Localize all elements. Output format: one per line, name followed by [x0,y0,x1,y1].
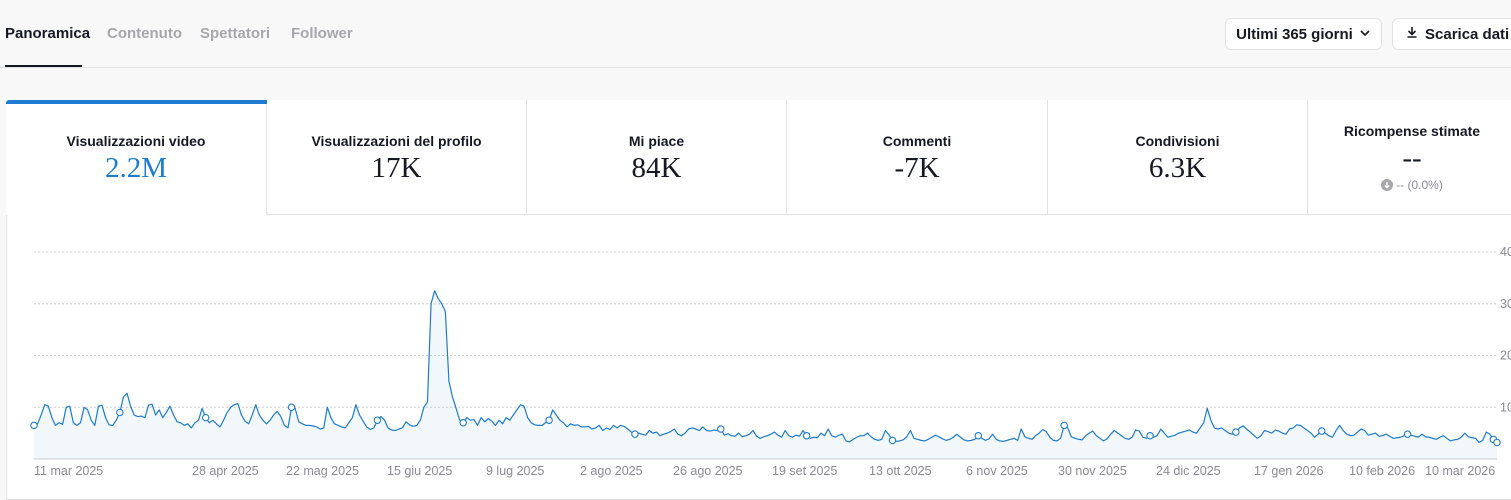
data-point [888,436,897,445]
x-tick-label: 15 giu 2025 [387,464,452,478]
x-tick-label: 13 ott 2025 [869,464,932,478]
metric-card-profile-views[interactable]: Visualizzazioni del profilo 17K [267,100,527,215]
x-tick-label: 6 nov 2025 [966,464,1028,478]
active-metric-indicator [6,100,267,104]
metric-card-estimated-rewards[interactable]: Ricompense stimate -- -- (0.0%) [1308,100,1511,215]
data-point [459,419,467,427]
metric-value: 6.3K [1148,152,1207,184]
metric-value: 84K [631,152,682,184]
x-tick-label: 2 ago 2025 [580,464,643,478]
data-point [631,430,639,438]
metric-value: -- [1402,142,1422,174]
active-tab-indicator [5,65,82,67]
data-point [1317,427,1326,435]
date-range-dropdown[interactable]: Ultimi 365 giorni [1225,18,1382,50]
data-point [1146,431,1154,440]
metric-label: Ricompense stimate [1343,123,1481,139]
x-tick-label: 17 gen 2026 [1254,464,1324,478]
metric-label: Commenti [882,133,952,149]
date-range-label: Ultimi 365 giorni [1236,25,1353,43]
tab-contenuto[interactable]: Contenuto [107,25,182,42]
data-point [545,416,553,424]
x-tick-label: 22 mag 2025 [286,464,359,478]
tab-panoramica[interactable]: Panoramica [5,25,91,42]
data-point [287,403,296,412]
x-tick-label: 28 apr 2025 [192,464,259,478]
series-line [33,290,1498,444]
metric-label: Visualizzazioni del profilo [311,133,482,149]
x-tick-label: 24 dic 2025 [1156,464,1221,478]
x-tick-label: 30 nov 2025 [1058,464,1127,478]
metric-card-shares[interactable]: Condivisioni 6.3K [1048,100,1308,215]
x-tick-label: 26 ago 2025 [673,464,743,478]
arrow-down-circle-icon [1381,179,1394,194]
metric-change: -- (0.0%) [1308,178,1511,194]
video-views-line-chart: 40 30 20 10 11 mar 2025 28 apr 2025 22 mag 202… [30,245,1511,478]
y-tick-label: 10 [1500,400,1511,414]
x-tick-label: 9 lug 2025 [486,464,544,478]
y-tick-label: 20 [1500,349,1511,363]
data-point [1493,438,1501,447]
metric-label: Mi piace [628,133,685,149]
metrics-row: Visualizzazioni video 2.2M Visualizzazio… [6,100,1511,215]
data-point [30,421,38,430]
data-point [974,431,983,440]
x-tick-label: 19 set 2025 [772,464,837,478]
tab-spettatori[interactable]: Spettatori [200,25,271,42]
data-point [1232,428,1240,436]
metric-card-likes[interactable]: Mi piace 84K [527,100,787,215]
metric-change-value: -- (0.0%) [1396,178,1443,192]
data-point [802,431,811,440]
metric-card-comments[interactable]: Commenti -7K [787,100,1048,215]
download-data-button[interactable]: Scarica dati [1392,18,1511,50]
data-point [116,408,124,417]
data-point [717,425,725,433]
data-point [1060,421,1068,430]
y-tick-label: 40 [1500,245,1511,259]
x-tick-label: 10 mar 2026 [1425,464,1495,478]
tab-follower[interactable]: Follower [291,25,353,42]
download-icon [1405,25,1419,43]
metric-value: 2.2M [104,152,168,184]
metric-label: Condivisioni [1135,133,1220,149]
download-label: Scarica dati [1425,25,1510,43]
data-point [1403,430,1412,438]
metric-value: 17K [371,152,422,184]
metric-value: -7K [894,152,940,184]
series-area [34,290,1497,459]
metric-label: Visualizzazioni video [66,133,206,149]
metric-card-video-views[interactable]: Visualizzazioni video 2.2M [6,100,267,215]
data-point [373,416,382,424]
top-navigation: Panoramica Contenuto Spettatori Follower… [0,0,1511,68]
x-tick-label: 10 feb 2026 [1349,464,1415,478]
y-tick-label: 30 [1500,297,1511,311]
data-point [201,413,210,422]
x-tick-label: 11 mar 2025 [34,464,103,478]
chevron-down-icon [1359,26,1371,43]
